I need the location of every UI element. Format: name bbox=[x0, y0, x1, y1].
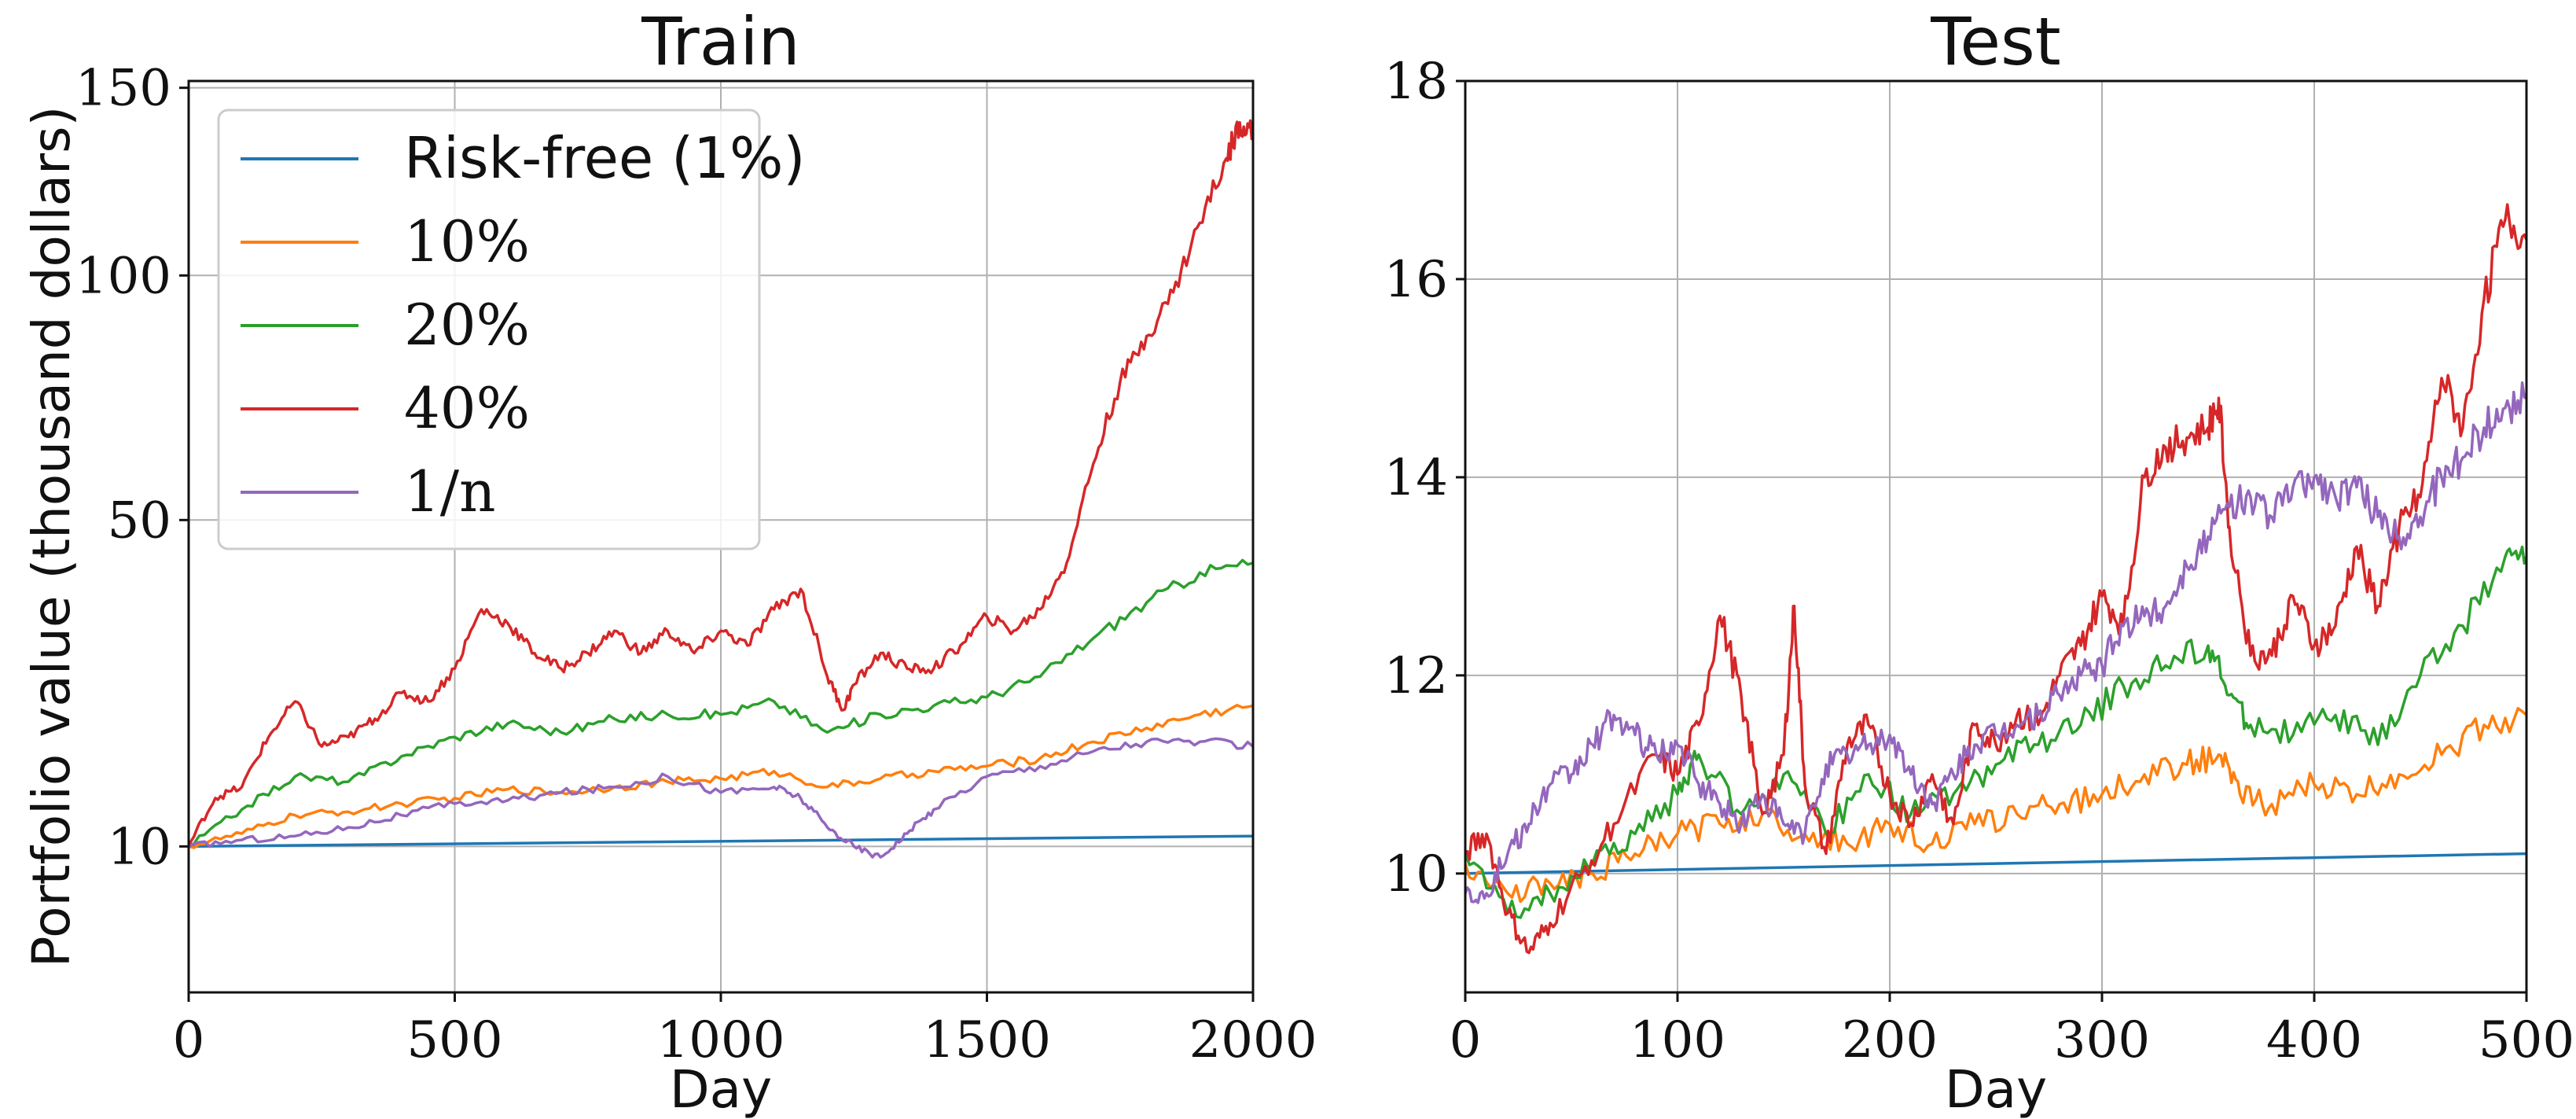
train-y-axis-label: Portfolio value (thousand dollars) bbox=[21, 106, 82, 968]
test-x-axis-label: Day bbox=[1945, 1059, 2047, 1119]
test-y-tick-label: 14 bbox=[1384, 449, 1448, 507]
legend-label-3: 20% bbox=[404, 292, 530, 358]
legend: Risk-free (1%) 10% 20% 40% 1/n bbox=[217, 109, 805, 550]
train-x-tick-label: 1500 bbox=[923, 1011, 1051, 1069]
test-series-line-2 bbox=[1464, 707, 2528, 904]
test-y-tick-label: 10 bbox=[1384, 845, 1448, 904]
train-series-line-5 bbox=[188, 737, 1255, 859]
test-panel: 0 100 200 300 400 500 10 12 14 16 18 Test Day bbox=[1384, 3, 2575, 1119]
legend-label-2: 10% bbox=[404, 208, 530, 274]
test-title: Test bbox=[1930, 3, 2060, 80]
train-x-tick-label: 500 bbox=[406, 1011, 502, 1069]
test-series-lines bbox=[1464, 203, 2528, 955]
legend-label-5: 1/n bbox=[404, 458, 495, 525]
train-x-tick-label: 1000 bbox=[657, 1011, 785, 1069]
test-x-tick-label: 300 bbox=[2054, 1011, 2150, 1069]
train-x-tick-label: 2000 bbox=[1189, 1011, 1317, 1069]
train-series-line-1 bbox=[188, 834, 1254, 848]
test-ticks: 0 100 200 300 400 500 10 12 14 16 18 bbox=[1384, 53, 2575, 1069]
train-y-tick-label: 50 bbox=[108, 491, 171, 550]
test-y-tick-label: 18 bbox=[1384, 53, 1448, 111]
train-series-line-2 bbox=[188, 704, 1254, 849]
test-y-tick-label: 12 bbox=[1384, 647, 1448, 705]
test-series-line-5 bbox=[1464, 381, 2527, 904]
legend-label-1: Risk-free (1%) bbox=[404, 125, 805, 191]
test-axes-frame bbox=[1464, 79, 2528, 994]
test-x-tick-label: 100 bbox=[1630, 1011, 1725, 1069]
test-x-tick-label: 0 bbox=[1450, 1011, 1482, 1069]
test-x-tick-label: 400 bbox=[2266, 1011, 2362, 1069]
train-x-axis-label: Day bbox=[670, 1059, 772, 1119]
train-y-tick-label: 100 bbox=[75, 247, 171, 305]
test-x-tick-label: 500 bbox=[2479, 1011, 2574, 1069]
train-title: Train bbox=[641, 3, 800, 80]
legend-box bbox=[217, 109, 761, 550]
train-series-lines bbox=[187, 119, 1255, 859]
test-series-line-4 bbox=[1464, 203, 2528, 955]
train-series-line-3 bbox=[188, 558, 1254, 848]
test-y-tick-label: 16 bbox=[1384, 251, 1448, 309]
train-series-line-4 bbox=[187, 119, 1255, 848]
test-series-line-3 bbox=[1464, 545, 2528, 919]
legend-label-4: 40% bbox=[404, 375, 530, 441]
train-y-tick-label: 10 bbox=[108, 818, 171, 876]
test-series-line-1 bbox=[1464, 852, 2527, 875]
train-x-tick-label: 0 bbox=[173, 1011, 205, 1069]
train-y-tick-label: 150 bbox=[75, 60, 171, 118]
test-x-tick-label: 200 bbox=[1842, 1011, 1938, 1069]
